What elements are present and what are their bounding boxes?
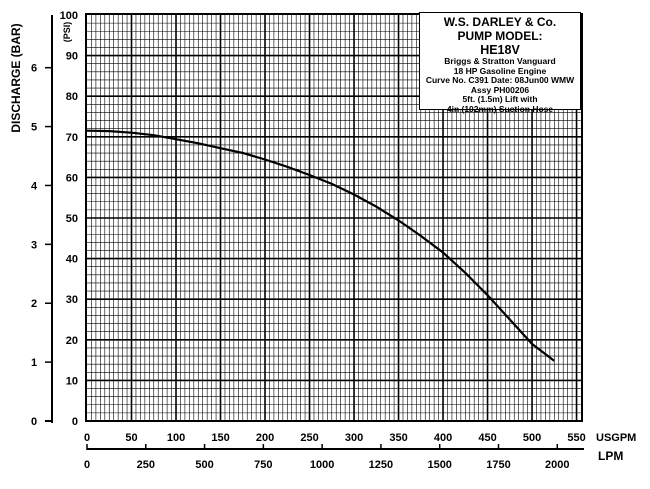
x-tick-label-lpm: 500 <box>195 459 213 471</box>
pump-performance-curve <box>86 129 555 362</box>
axes <box>45 15 584 450</box>
x-tick-label-lpm: 1000 <box>310 459 334 471</box>
x-tick-label-lpm: 2000 <box>545 459 569 471</box>
x-tick-label-lpm: 750 <box>254 459 272 471</box>
y-axis-label-psi: (PSI) <box>62 22 72 43</box>
engine-brand: Briggs & Stratton Vanguard <box>444 56 556 66</box>
x-tick-label-usgpm: 350 <box>389 432 407 444</box>
pump-info-box: W.S. DARLEY & Co. PUMP MODEL: HE18V Brig… <box>419 12 581 113</box>
y-tick-label-bar: 1 <box>31 357 37 369</box>
curve-info: Curve No. C391 Date: 08Jun00 WMW <box>425 75 575 85</box>
y-tick-label-psi: 20 <box>66 335 78 347</box>
x-tick-label-lpm: 250 <box>137 459 155 471</box>
lift-info: 5ft. (1.5m) Lift with <box>462 94 538 104</box>
x-tick-label-usgpm: 50 <box>125 432 137 444</box>
x-tick-label-lpm: 0 <box>84 459 90 471</box>
x-tick-label-usgpm: 500 <box>523 432 541 444</box>
pump-model-value: HE18V <box>480 43 520 57</box>
x-axis-unit-usgpm: USGPM <box>596 432 636 444</box>
x-tick-label-usgpm: 100 <box>167 432 185 444</box>
y-tick-label-psi: 100 <box>60 10 78 22</box>
pump-model-label: PUMP MODEL: <box>457 29 543 43</box>
plot-frame <box>85 13 583 422</box>
x-tick-label-usgpm: 150 <box>211 432 229 444</box>
x-tick-label-usgpm: 0 <box>84 432 90 444</box>
company-name: W.S. DARLEY & Co. <box>443 15 557 29</box>
grid-lines <box>87 15 581 421</box>
y-tick-label-bar: 3 <box>31 239 37 251</box>
y-tick-label-psi: 0 <box>72 416 78 428</box>
x-tick-label-lpm: 1500 <box>427 459 451 471</box>
x-tick-label-usgpm: 250 <box>300 432 318 444</box>
y-tick-label-bar: 5 <box>31 122 37 134</box>
y-tick-label-psi: 60 <box>66 172 78 184</box>
y-tick-label-bar: 6 <box>31 63 37 75</box>
y-tick-label-psi: 90 <box>66 51 78 63</box>
x-tick-label-usgpm: 300 <box>345 432 363 444</box>
x-axis-unit-lpm: LPM <box>598 449 623 463</box>
x-tick-label-lpm: 1750 <box>486 459 510 471</box>
y-tick-label-psi: 50 <box>66 213 78 225</box>
suction-hose-info: 4in (102mm) Suction Hose <box>446 103 554 114</box>
y-tick-label-bar: 2 <box>31 298 37 310</box>
y-tick-label-bar: 4 <box>31 180 38 192</box>
y-tick-label-psi: 30 <box>66 294 78 306</box>
y-axis-label-bar: DISCHARGE (BAR) <box>9 23 23 132</box>
x-tick-label-usgpm: 550 <box>567 432 585 444</box>
y-tick-label-psi: 80 <box>66 91 78 103</box>
assembly-number: Assy PH00206 <box>470 84 530 95</box>
y-tick-label-psi: 70 <box>66 132 78 144</box>
engine-spec: 18 HP Gasoline Engine <box>453 65 547 76</box>
y-tick-label-psi: 40 <box>66 254 78 266</box>
x-tick-label-lpm: 1250 <box>369 459 393 471</box>
x-tick-label-usgpm: 400 <box>434 432 452 444</box>
x-tick-label-usgpm: 200 <box>256 432 274 444</box>
x-tick-label-usgpm: 450 <box>478 432 496 444</box>
y-tick-label-bar: 0 <box>31 416 37 428</box>
y-tick-label-psi: 10 <box>66 375 78 387</box>
